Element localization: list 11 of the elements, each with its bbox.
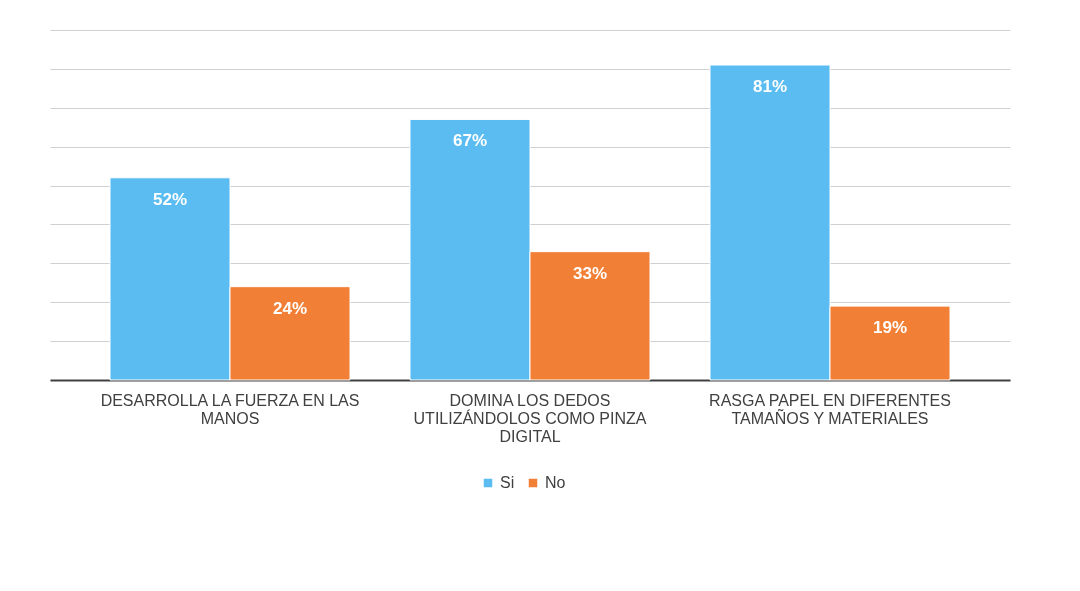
legend-label: Si	[500, 474, 515, 491]
x-tick-label: DESARROLLA LA FUERZA EN LAS MANOS	[100, 391, 360, 427]
data-label: 81%	[752, 77, 788, 96]
data-label: 67%	[452, 131, 488, 151]
data-label: 52%	[152, 189, 188, 209]
x-tick-label: RASGA PAPEL EN DIFERENTES TAMAÑOS Y MATERIALES	[709, 391, 951, 427]
legend-label: No	[545, 474, 566, 491]
data-label: 19%	[872, 318, 908, 338]
data-label: 33%	[572, 263, 608, 283]
x-tick-label: DOMINA LOS DEDOS UTILIZÁNDOLOS COMO PINZA DIGITAL	[413, 391, 647, 445]
data-label: 24%	[272, 298, 308, 318]
